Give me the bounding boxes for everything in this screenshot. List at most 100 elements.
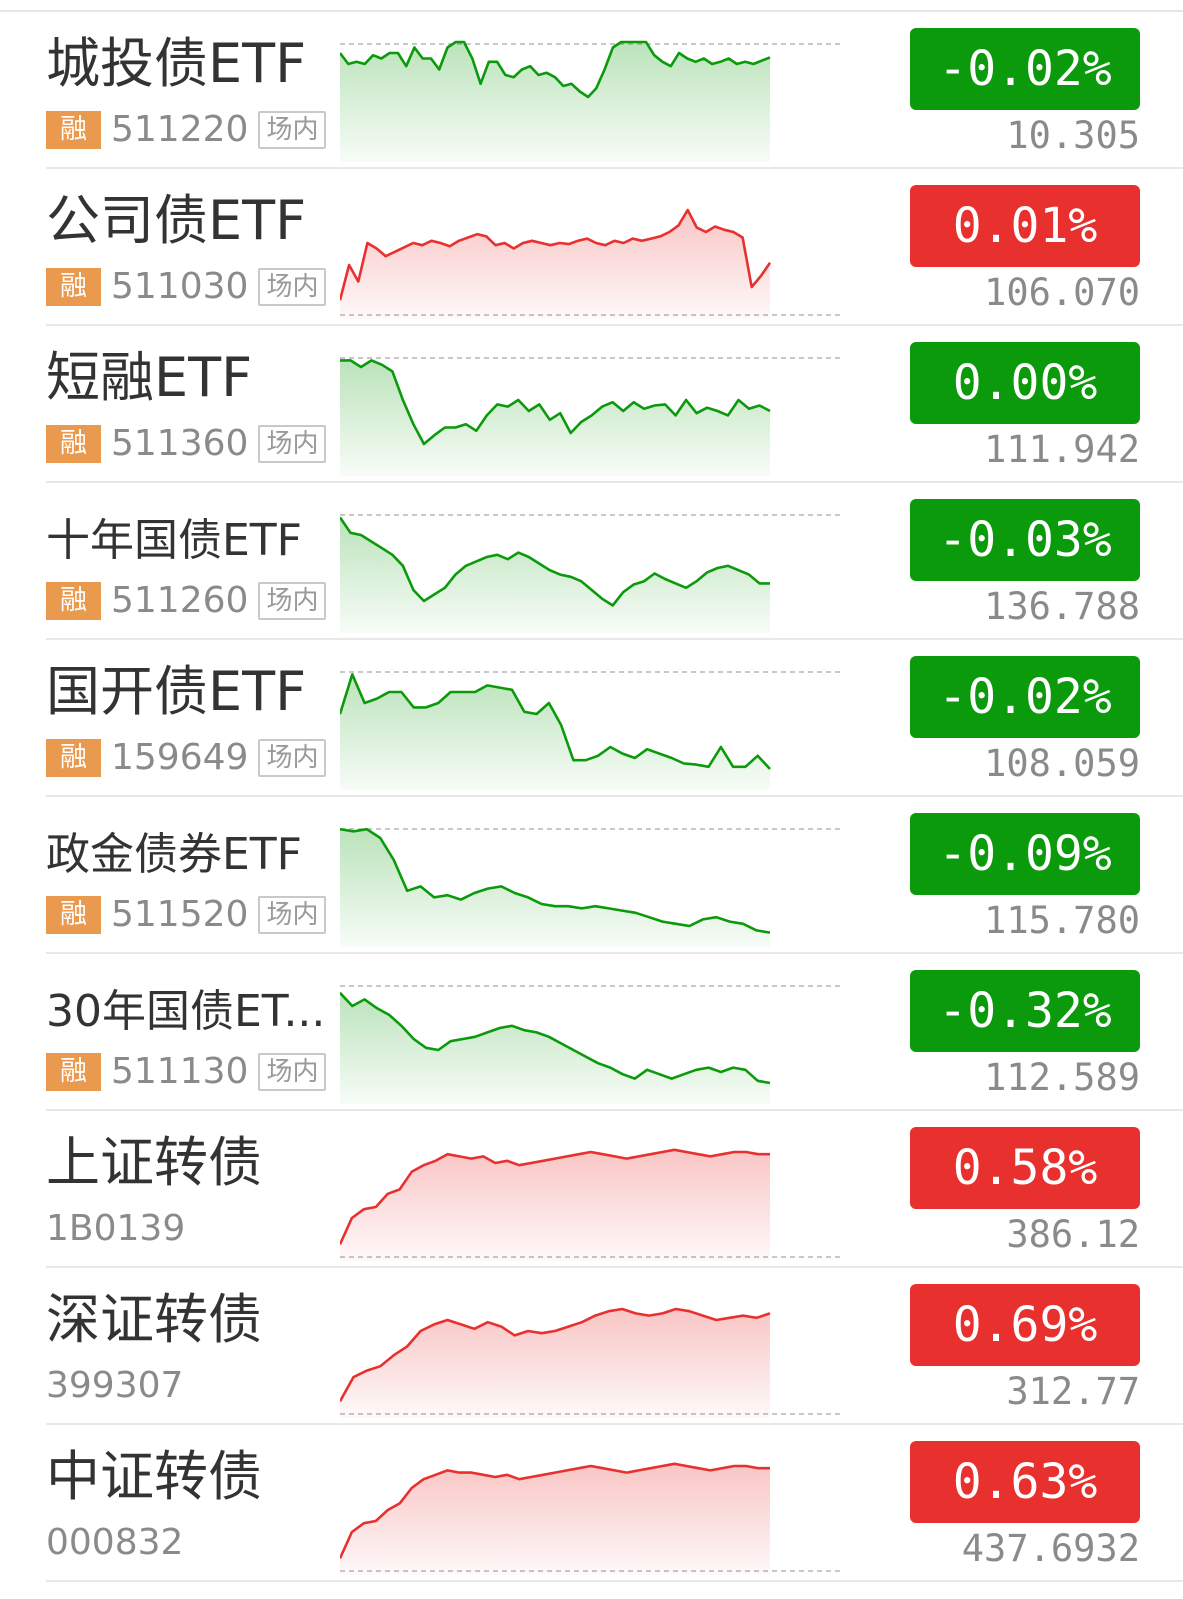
change-badge[interactable]: 0.63% [910, 1441, 1140, 1523]
last-price: 312.77 [1006, 1370, 1140, 1413]
fund-code: 159649 [111, 737, 249, 778]
last-price: 108.059 [984, 742, 1140, 785]
list-item[interactable]: 30年国债ET... 融 511130 场内 -0.32% 112.589 [0, 954, 1183, 1111]
sparkline-line [340, 827, 771, 934]
fund-meta: 融 511360 场内 [46, 423, 327, 464]
index-name: 深证转债 [46, 1288, 262, 1351]
sparkline-area [340, 360, 770, 476]
change-badge[interactable]: 0.58% [910, 1127, 1140, 1209]
fund-name: 十年国债ETF [46, 515, 302, 566]
fund-code: 511520 [111, 894, 249, 935]
fund-name: 政金债券ETF [46, 829, 302, 880]
sparkline-area [340, 517, 770, 633]
fund-code: 511030 [111, 266, 249, 307]
change-badge[interactable]: -0.03% [910, 499, 1140, 581]
list-item[interactable]: 政金债券ETF 融 511520 场内 -0.09% 115.780 [0, 797, 1183, 954]
change-badge[interactable]: 0.01% [910, 185, 1140, 267]
list-item[interactable]: 深证转债 399307 0.69% 312.77 [0, 1268, 1183, 1425]
sparkline-line [340, 673, 771, 770]
change-badge[interactable]: -0.02% [910, 656, 1140, 738]
margin-tag: 融 [46, 582, 101, 620]
fund-code: 511220 [111, 109, 249, 150]
market-tag: 场内 [258, 582, 327, 620]
sparkline-line [340, 208, 772, 301]
etf-list: 城投债ETF 融 511220 场内 -0.02% 10.305 公司债ETF … [0, 12, 1183, 1582]
index-name: 上证转债 [46, 1131, 262, 1194]
fund-name: 国开债ETF [46, 660, 307, 723]
intraday-sparkline [340, 827, 840, 947]
last-price: 106.070 [984, 271, 1140, 314]
fund-meta: 融 511030 场内 [46, 266, 327, 307]
fund-meta: 融 511260 场内 [46, 580, 327, 621]
sparkline-area [340, 1309, 770, 1418]
market-tag: 场内 [258, 425, 327, 463]
market-tag: 场内 [258, 739, 327, 777]
index-code: 399307 [46, 1365, 184, 1406]
fund-name: 30年国债ET... [46, 986, 326, 1037]
index-meta: 1B0139 [46, 1209, 185, 1249]
list-item[interactable]: 短融ETF 融 511360 场内 0.00% 111.942 [0, 326, 1183, 483]
fund-meta: 融 159649 场内 [46, 737, 327, 778]
change-badge[interactable]: 0.69% [910, 1284, 1140, 1366]
sparkline-line [340, 1148, 770, 1245]
fund-code: 511130 [111, 1051, 249, 1092]
sparkline-area [340, 42, 770, 162]
fund-meta: 融 511220 场内 [46, 109, 327, 150]
sparkline-area [340, 829, 770, 947]
sparkline-area [340, 1463, 770, 1575]
top-divider [0, 10, 1183, 12]
index-code: 000832 [46, 1522, 184, 1563]
market-tag: 场内 [258, 111, 327, 149]
list-item[interactable]: 公司债ETF 融 511030 场内 0.01% 106.070 [0, 169, 1183, 326]
market-tag: 场内 [258, 268, 327, 306]
intraday-sparkline [340, 208, 840, 319]
index-meta: 399307 [46, 1366, 183, 1406]
fund-meta: 融 511130 场内 [46, 1051, 327, 1092]
intraday-sparkline [340, 985, 840, 1104]
change-badge[interactable]: -0.32% [910, 970, 1140, 1052]
fund-name: 公司债ETF [46, 189, 307, 252]
intraday-sparkline [340, 514, 840, 633]
sparkline-area [340, 1149, 770, 1261]
sparkline-line [340, 40, 771, 99]
last-price: 112.589 [984, 1056, 1140, 1099]
list-item[interactable]: 城投债ETF 融 511220 场内 -0.02% 10.305 [0, 12, 1183, 169]
market-tag: 场内 [258, 1053, 327, 1091]
change-badge[interactable]: 0.00% [910, 342, 1140, 424]
fund-meta: 融 511520 场内 [46, 894, 327, 935]
margin-tag: 融 [46, 739, 101, 777]
sparkline-line [340, 991, 771, 1085]
intraday-sparkline [340, 1148, 840, 1261]
list-item[interactable]: 上证转债 1B0139 0.58% 386.12 [0, 1111, 1183, 1268]
intraday-sparkline [340, 357, 840, 476]
change-badge[interactable]: -0.09% [910, 813, 1140, 895]
fund-name: 短融ETF [46, 346, 253, 409]
last-price: 111.942 [984, 428, 1140, 471]
list-item[interactable]: 中证转债 000832 0.63% 437.6932 [0, 1425, 1183, 1582]
change-badge[interactable]: -0.02% [910, 28, 1140, 110]
margin-tag: 融 [46, 268, 101, 306]
intraday-sparkline [340, 1462, 840, 1575]
last-price: 115.780 [984, 899, 1140, 942]
sparkline-line [340, 1307, 771, 1403]
list-item[interactable]: 国开债ETF 融 159649 场内 -0.02% 108.059 [0, 640, 1183, 797]
margin-tag: 融 [46, 1053, 101, 1091]
index-meta: 000832 [46, 1523, 183, 1563]
margin-tag: 融 [46, 425, 101, 463]
sparkline-area [340, 992, 770, 1104]
fund-name: 城投债ETF [46, 32, 307, 95]
sparkline-area [340, 674, 770, 790]
intraday-sparkline [340, 671, 840, 790]
sparkline-line [340, 516, 770, 607]
intraday-sparkline [340, 40, 840, 162]
last-price: 10.305 [1006, 114, 1140, 157]
fund-code: 511360 [111, 423, 249, 464]
index-name: 中证转债 [46, 1445, 262, 1508]
intraday-sparkline [340, 1307, 840, 1418]
list-item[interactable]: 十年国债ETF 融 511260 场内 -0.03% 136.788 [0, 483, 1183, 640]
fund-code: 511260 [111, 580, 249, 621]
sparkline-line [340, 1462, 770, 1559]
last-price: 136.788 [984, 585, 1140, 628]
margin-tag: 融 [46, 896, 101, 934]
last-price: 437.6932 [961, 1527, 1140, 1570]
